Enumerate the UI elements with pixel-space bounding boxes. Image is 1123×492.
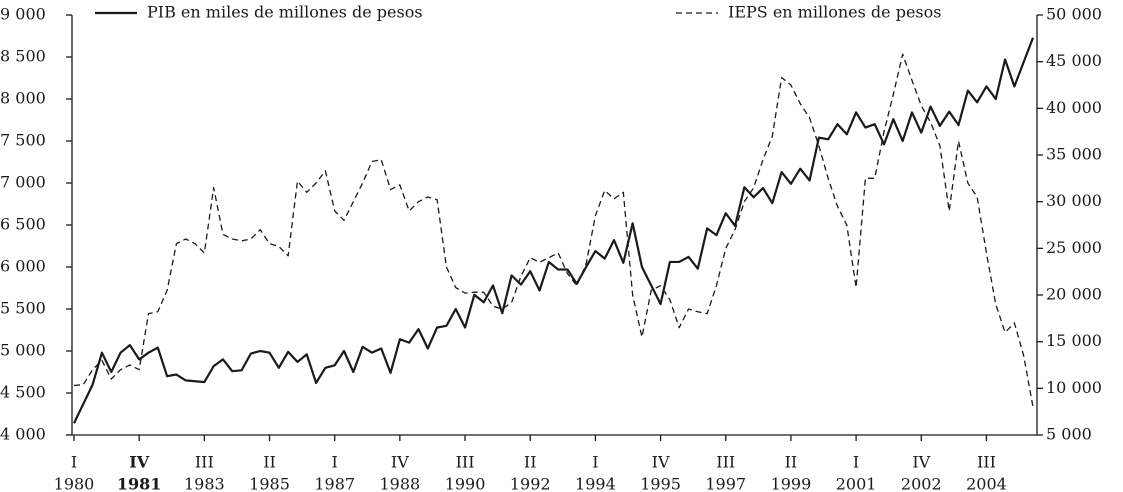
y2-tick-label: 30 000 xyxy=(1046,191,1102,210)
y-tick-label: 8 500 xyxy=(0,47,46,66)
legend-label: IEPS en millones de pesos xyxy=(728,3,941,22)
x-tick-label: I xyxy=(71,453,77,472)
x-tick-label: II xyxy=(524,453,537,472)
y2-tick-label: 25 000 xyxy=(1046,238,1102,257)
y-tick-label: 8 000 xyxy=(0,89,46,108)
x-tick-label: IV xyxy=(652,453,670,472)
x-tick-label: 2002 xyxy=(901,475,942,492)
y-tick-label: 7 500 xyxy=(0,131,46,150)
x-tick-label: 1983 xyxy=(184,475,225,492)
y2-tick-label: 20 000 xyxy=(1046,285,1102,304)
y-tick-label: 7 000 xyxy=(0,173,46,192)
y2-tick-label: 50 000 xyxy=(1046,5,1102,24)
y-tick-label: 4 500 xyxy=(0,383,46,402)
x-tick-label: 1995 xyxy=(640,475,681,492)
x-tick-label: 2001 xyxy=(836,475,877,492)
x-tick-label: IV xyxy=(129,453,149,472)
y2-tick-label: 45 000 xyxy=(1046,51,1102,70)
x-tick-label: III xyxy=(716,453,735,472)
x-tick-label: 1992 xyxy=(510,475,551,492)
y2-tick-label: 10 000 xyxy=(1046,378,1102,397)
x-tick-label: 1997 xyxy=(705,475,746,492)
series-line xyxy=(73,37,1035,424)
x-tick-label: 1987 xyxy=(314,475,355,492)
y2-tick-label: 35 000 xyxy=(1046,145,1102,164)
y2-tick-label: 15 000 xyxy=(1046,331,1102,350)
x-tick-label: 1980 xyxy=(54,475,95,492)
x-tick-label: 1999 xyxy=(771,475,812,492)
x-tick-label: IV xyxy=(391,453,409,472)
y-tick-label: 5 500 xyxy=(0,299,46,318)
x-tick-label: I xyxy=(853,453,859,472)
x-tick-label: II xyxy=(785,453,798,472)
x-tick-label: III xyxy=(195,453,214,472)
x-tick-label: 1988 xyxy=(380,475,421,492)
x-tick-label: 1990 xyxy=(445,475,486,492)
y2-tick-label: 40 000 xyxy=(1046,98,1102,117)
x-tick-label: 1981 xyxy=(117,475,162,492)
x-tick-label: 1994 xyxy=(575,475,616,492)
x-tick-label: I xyxy=(332,453,338,472)
x-tick-label: II xyxy=(263,453,276,472)
legend-label: PIB en miles de millones de pesos xyxy=(147,3,423,22)
x-tick-label: I xyxy=(592,453,598,472)
x-tick-label: 1985 xyxy=(249,475,290,492)
y-tick-label: 9 000 xyxy=(0,5,46,24)
y-tick-label: 4 000 xyxy=(0,425,46,444)
x-tick-label: IV xyxy=(912,453,930,472)
x-tick-label: III xyxy=(456,453,475,472)
x-tick-label: III xyxy=(977,453,996,472)
series-line xyxy=(73,53,1034,408)
y2-tick-label: 5 000 xyxy=(1046,425,1092,444)
y-tick-label: 6 000 xyxy=(0,257,46,276)
y-tick-label: 6 500 xyxy=(0,215,46,234)
y-tick-label: 5 000 xyxy=(0,341,46,360)
x-tick-label: 2004 xyxy=(966,475,1007,492)
